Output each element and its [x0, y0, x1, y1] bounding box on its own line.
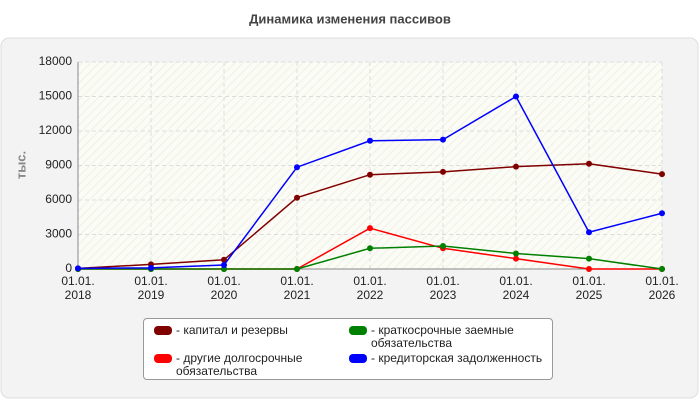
point — [513, 250, 519, 257]
y-axis-label: тыс. — [13, 151, 28, 179]
y-tick-label: 12000 — [39, 123, 73, 137]
legend-label: - капитал и резервы — [176, 323, 288, 337]
point — [221, 256, 227, 263]
point — [513, 163, 519, 170]
x-tick-label: 01.01. 2023 — [426, 274, 459, 302]
x-tick-label: 01.01. 2025 — [572, 274, 605, 302]
x-tick-label: 01.01. 2018 — [61, 274, 94, 302]
point — [75, 265, 81, 272]
point — [586, 160, 592, 167]
x-tick-label: 01.01. 2024 — [499, 274, 532, 302]
legend-item: - другие долгосрочные обязательства — [154, 352, 339, 378]
x-tick-label: 01.01. 2026 — [645, 274, 678, 302]
y-tick-label: 0 — [65, 261, 72, 275]
legend-swatch — [154, 326, 172, 335]
point — [659, 210, 665, 217]
chart-title: Динамика изменения пассивов — [249, 11, 451, 26]
y-tick-label: 6000 — [45, 192, 72, 206]
point — [586, 229, 592, 236]
x-tick-label: 01.01. 2022 — [353, 274, 386, 302]
point — [367, 137, 373, 144]
point — [440, 136, 446, 143]
point — [513, 255, 519, 262]
point — [367, 245, 373, 252]
point — [440, 243, 446, 249]
point — [440, 168, 446, 175]
point — [294, 194, 300, 201]
legend-swatch — [349, 354, 367, 363]
point — [294, 164, 300, 171]
point — [221, 261, 227, 268]
y-tick-label: 18000 — [39, 54, 73, 68]
legend-item: - капитал и резервы — [154, 324, 339, 350]
legend-label: - другие долгосрочные обязательства — [176, 351, 303, 378]
x-tick-label: 01.01. 2019 — [134, 274, 167, 302]
legend-item: - краткосрочные заемные обязательства — [349, 324, 559, 350]
legend: - капитал и резервы - краткосрочные заемн… — [143, 318, 553, 380]
point — [148, 264, 154, 271]
point — [586, 266, 592, 272]
point — [586, 255, 592, 262]
legend-swatch — [349, 326, 367, 335]
point — [367, 225, 373, 232]
point — [367, 171, 373, 178]
point — [659, 171, 665, 178]
point — [659, 266, 665, 272]
legend-swatch — [154, 354, 172, 363]
x-tick-label: 01.01. 2020 — [207, 274, 240, 302]
legend-item: - кредиторская задолженность — [349, 352, 559, 378]
point — [513, 93, 519, 100]
legend-label: - кредиторская задолженность — [371, 351, 543, 365]
x-tick-label: 01.01. 2021 — [280, 274, 313, 302]
point — [294, 266, 300, 272]
legend-label: - краткосрочные заемные обязательства — [371, 323, 514, 350]
y-tick-label: 15000 — [39, 89, 73, 103]
y-tick-label: 9000 — [45, 158, 72, 172]
y-tick-label: 3000 — [45, 227, 72, 241]
